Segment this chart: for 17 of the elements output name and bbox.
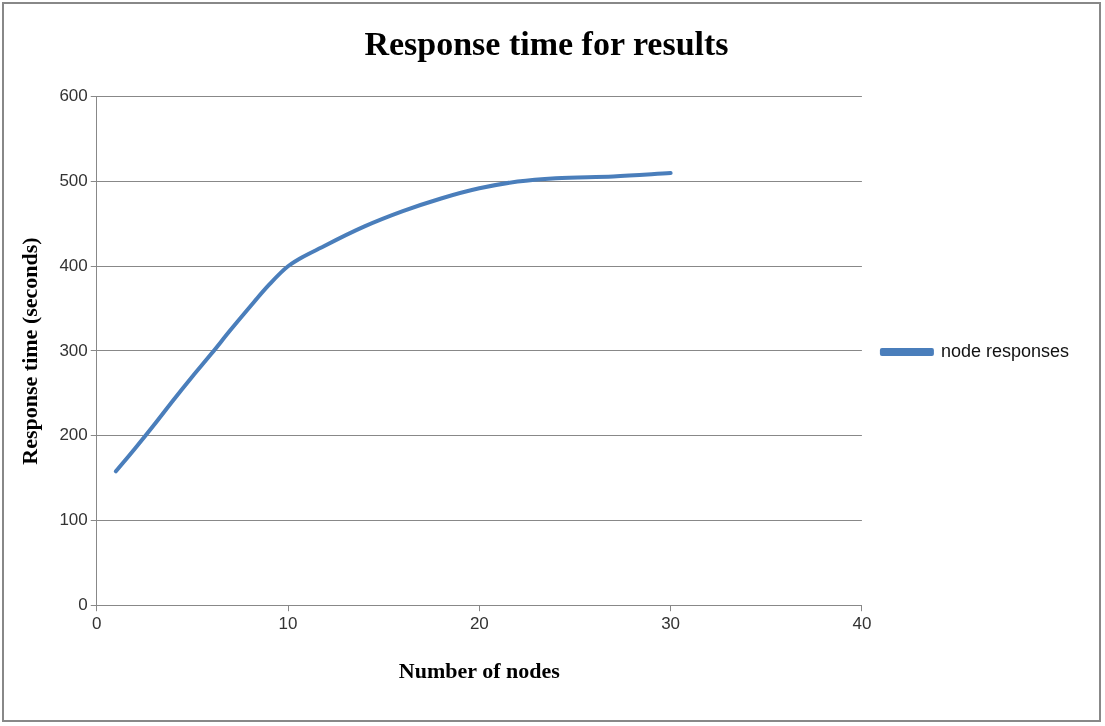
y-tick-label: 500 bbox=[59, 171, 88, 191]
x-tick-label: 40 bbox=[852, 614, 872, 634]
x-tick-label: 30 bbox=[661, 614, 681, 634]
y-tick-label: 200 bbox=[59, 425, 88, 445]
y-tick-label: 400 bbox=[59, 255, 88, 275]
legend-label: node responses bbox=[940, 340, 1069, 361]
y-axis-title: Response time (seconds) bbox=[16, 237, 42, 465]
x-tick-label: 10 bbox=[278, 614, 298, 634]
x-tick-label: 0 bbox=[92, 614, 102, 634]
y-tick-label: 600 bbox=[59, 86, 88, 106]
line-series bbox=[113, 171, 673, 474]
y-tick-label: 300 bbox=[59, 340, 88, 360]
y-tick-label: 100 bbox=[59, 510, 88, 530]
x-tick-label: 20 bbox=[469, 614, 489, 634]
x-axis-title: Number of nodes bbox=[398, 658, 561, 684]
chart-title: Response time for results bbox=[364, 25, 729, 63]
y-tick-label: 0 bbox=[78, 594, 88, 614]
